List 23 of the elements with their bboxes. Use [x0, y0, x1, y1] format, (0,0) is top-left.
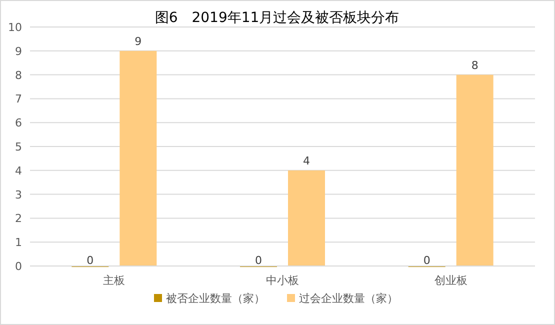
legend-label: 过会企业数量（家）	[299, 292, 398, 305]
y-tick-label: 3	[15, 188, 22, 202]
data-label: 4	[303, 154, 310, 168]
y-tick-label: 4	[15, 164, 22, 178]
legend-label: 被否企业数量（家）	[166, 292, 265, 305]
y-tick-label: 5	[15, 140, 22, 154]
x-tick-label: 主板	[103, 274, 126, 287]
data-label: 0	[423, 254, 430, 267]
y-tick-label: 0	[15, 260, 22, 273]
x-tick-label: 中小板	[266, 274, 299, 287]
data-label: 0	[86, 254, 94, 267]
y-tick-label: 7	[15, 92, 22, 106]
data-label: 9	[134, 34, 142, 48]
y-tick-label: 1	[15, 236, 22, 250]
x-tick-label: 创业板	[434, 274, 468, 287]
y-tick-label: 9	[15, 44, 22, 58]
y-tick-label: 8	[15, 68, 22, 82]
y-tick-label: 6	[15, 116, 22, 130]
chart-title: 图6 2019年11月过会及被否板块分布	[154, 10, 400, 26]
data-label: 0	[255, 254, 262, 267]
data-label: 8	[471, 58, 478, 72]
y-tick-label: 2	[15, 212, 22, 226]
y-tick-label: 10	[8, 21, 22, 34]
